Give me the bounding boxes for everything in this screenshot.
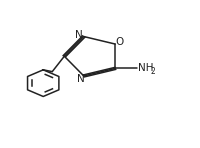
Text: 2: 2 [150, 67, 155, 76]
Text: NH: NH [137, 63, 152, 73]
Text: N: N [77, 74, 85, 84]
Text: O: O [115, 37, 123, 47]
Text: N: N [75, 30, 83, 40]
